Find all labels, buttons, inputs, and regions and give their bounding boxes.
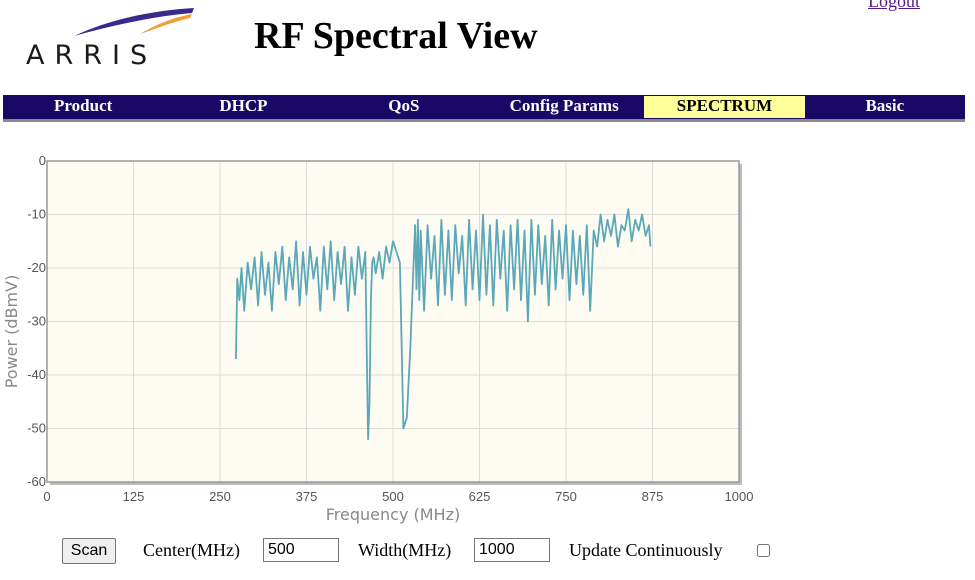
scan-button[interactable]: Scan xyxy=(62,538,116,564)
y-tick-label: -20 xyxy=(27,260,46,275)
arris-logo: ARRIS xyxy=(22,4,212,71)
nav-bar: Product DHCP QoS Config Params SPECTRUM … xyxy=(3,95,965,122)
x-tick-label: 125 xyxy=(123,489,145,504)
y-tick-label: -10 xyxy=(27,207,46,222)
x-tick-label: 875 xyxy=(642,489,664,504)
x-tick-label: 250 xyxy=(209,489,231,504)
width-input[interactable] xyxy=(474,538,550,562)
spectrum-line xyxy=(235,208,652,441)
page-title: RF Spectral View xyxy=(254,15,538,57)
update-continuously-label: Update Continuously xyxy=(569,540,723,560)
logo-swoosh-icon xyxy=(74,8,194,36)
x-tick-label: 500 xyxy=(382,489,404,504)
x-tick-label: 0 xyxy=(43,489,50,504)
scan-controls: Scan Center(MHz) Width(MHz) Update Conti… xyxy=(62,537,782,567)
center-input[interactable] xyxy=(263,538,339,562)
nav-item-spectrum[interactable]: SPECTRUM xyxy=(644,96,805,118)
nav-item-basic[interactable]: Basic xyxy=(865,96,905,115)
x-tick-label: 1000 xyxy=(725,489,754,504)
x-tick-label: 750 xyxy=(555,489,577,504)
update-continuously-checkbox[interactable] xyxy=(757,544,770,557)
nav-item-dhcp[interactable]: DHCP xyxy=(219,96,268,115)
y-tick-label: -50 xyxy=(27,421,46,436)
width-label: Width(MHz) xyxy=(358,540,452,560)
nav-item-qos[interactable]: QoS xyxy=(388,96,420,115)
y-tick-label: 0 xyxy=(39,153,46,168)
center-label: Center(MHz) xyxy=(143,540,240,560)
y-tick-label: -30 xyxy=(27,314,46,329)
y-axis-label: Power (dBmV) xyxy=(2,275,21,389)
x-axis-label: Frequency (MHz) xyxy=(326,505,460,524)
nav-item-config-params[interactable]: Config Params xyxy=(509,96,619,115)
x-tick-label: 375 xyxy=(296,489,318,504)
y-tick-label: -40 xyxy=(27,367,46,382)
nav-item-product[interactable]: Product xyxy=(54,96,113,115)
spectrum-chart: 0 125 250 375 500 625 750 875 1000 0 -10 -20 -30 -40 -… xyxy=(2,153,754,524)
plot-border xyxy=(46,160,740,483)
y-tick-label: -60 xyxy=(27,474,46,489)
logo-text: ARRIS xyxy=(26,40,158,71)
logout-link[interactable]: Logout xyxy=(868,0,920,11)
x-tick-label: 625 xyxy=(469,489,491,504)
